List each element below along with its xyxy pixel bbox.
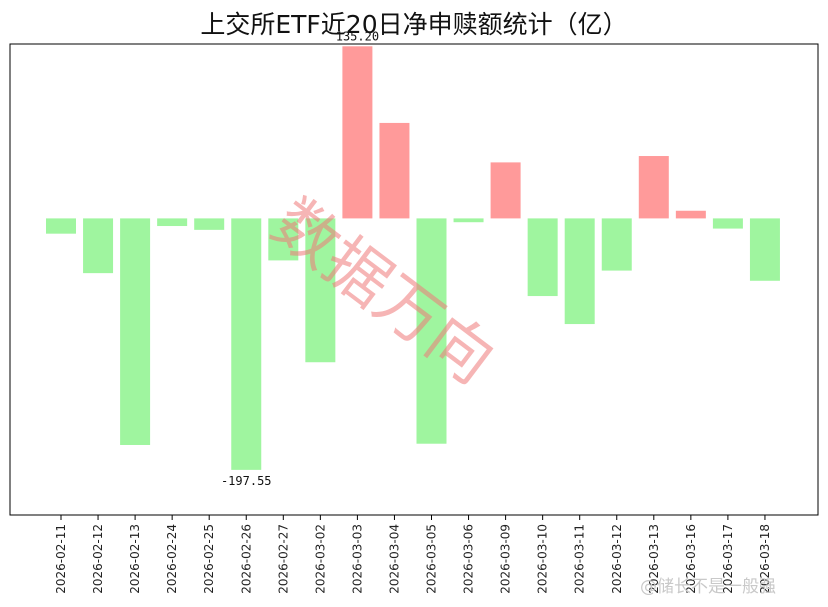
bar-2026-03-12: [601, 218, 632, 271]
x-tick-label: 2026-03-18: [758, 524, 772, 594]
bar-2026-03-10: [527, 218, 558, 297]
x-tick-label: 2026-03-05: [425, 524, 439, 594]
x-tick-label: 2026-03-13: [647, 524, 661, 594]
bar-2026-03-05: [416, 218, 447, 444]
x-tick-label: 2026-03-17: [721, 524, 735, 594]
bar-2026-02-13: [120, 218, 151, 445]
x-tick-label: 2026-03-03: [350, 524, 364, 594]
x-tick-label: 2026-03-06: [462, 524, 476, 594]
x-tick-label: 2026-03-12: [610, 524, 624, 594]
bars-layer: [46, 46, 780, 470]
bar-2026-03-18: [749, 218, 780, 281]
bar-2026-03-16: [675, 210, 706, 219]
source-tag: @储长不是一般强: [640, 577, 776, 597]
data-label: -197.55: [221, 474, 272, 488]
x-tick-label: 2026-03-16: [684, 524, 698, 594]
bar-2026-02-27: [268, 218, 299, 261]
bar-2026-03-13: [638, 156, 669, 219]
x-tick-label: 2026-02-13: [128, 524, 142, 594]
bar-2026-02-25: [194, 218, 225, 230]
data-labels: 135.20 -197.55: [221, 29, 379, 488]
bar-2026-02-24: [157, 218, 188, 227]
bar-2026-03-06: [453, 218, 484, 223]
bar-2026-03-03: [342, 46, 373, 219]
x-tick-label: 2026-03-02: [313, 524, 327, 594]
bar-2026-02-11: [46, 218, 76, 234]
x-tick-label: 2026-02-24: [165, 524, 179, 594]
x-tick-label: 2026-02-11: [54, 524, 68, 594]
chart-title: 上交所ETF近20日净申赎额统计（亿）: [200, 10, 627, 39]
plot-area-frame: [9, 43, 819, 516]
x-tick-label: 2026-02-27: [276, 524, 290, 594]
x-tick-label: 2026-02-26: [239, 524, 253, 594]
bar-2026-03-02: [305, 218, 336, 363]
x-tick-label: 2026-03-09: [499, 524, 513, 594]
bar-2026-03-11: [564, 218, 595, 325]
x-tick-label: 2026-03-04: [387, 524, 401, 594]
x-tick-label: 2026-02-12: [91, 524, 105, 594]
bar-2026-02-12: [83, 218, 114, 274]
bar-2026-02-26: [231, 218, 262, 470]
x-tick-label: 2026-03-10: [536, 524, 550, 594]
data-label: 135.20: [336, 29, 379, 43]
bar-2026-03-09: [490, 162, 521, 219]
x-tick-label: 2026-03-11: [573, 524, 587, 594]
x-axis-ticks: 2026-02-11 2026-02-12 2026-02-13 2026-02-24…: [54, 515, 772, 594]
x-tick-label: 2026-02-25: [202, 524, 216, 594]
bar-2026-03-17: [712, 218, 743, 229]
bar-2026-03-04: [379, 122, 410, 219]
